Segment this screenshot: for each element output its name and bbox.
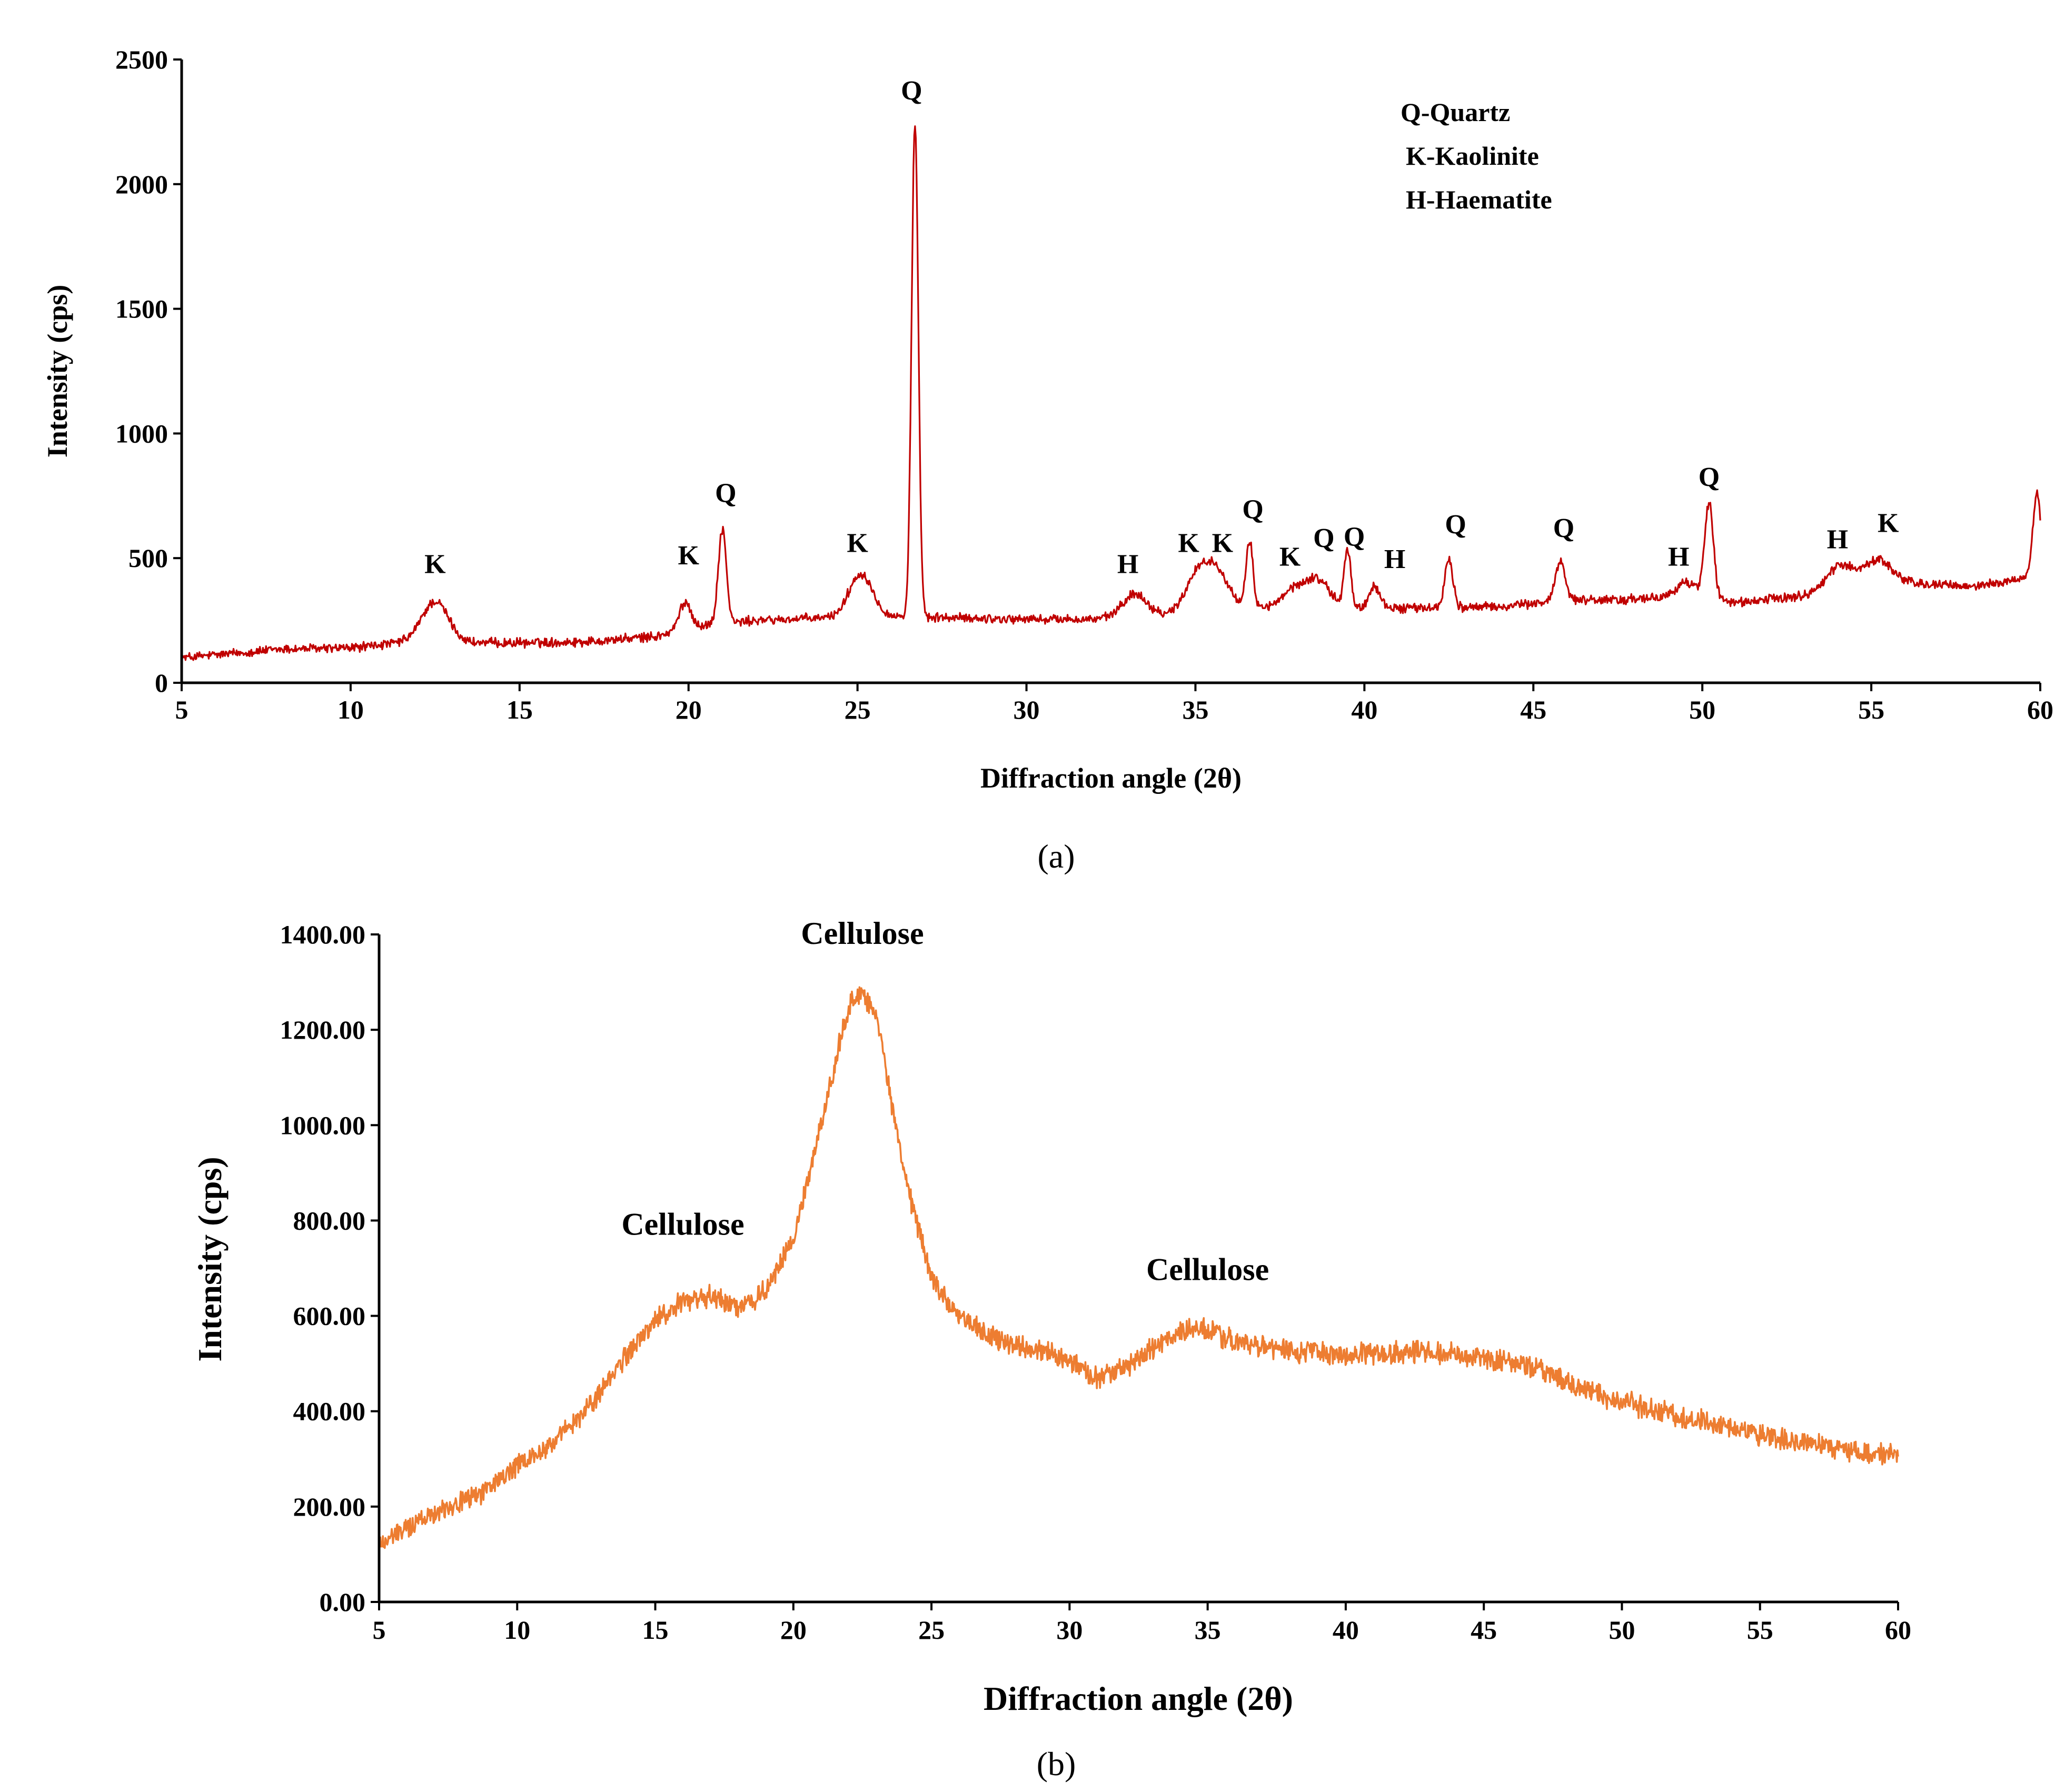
y-tick-label: 2000 [115, 170, 168, 199]
chart-panel-b: 5 10 15 20 25 30 35 40 45 50 55 60 0.00 200.00 400.00… [191, 916, 1911, 1783]
peak-annotation: Cellulose [1146, 1252, 1269, 1287]
peak-annotation: K [1279, 542, 1301, 572]
tick-marks-a [173, 58, 2041, 691]
y-tick-label: 400.00 [293, 1397, 366, 1426]
y-tick-labels-a: 0 500 1000 1500 2000 2500 [115, 45, 168, 698]
y-tick-label: 1200.00 [280, 1015, 366, 1044]
peak-annotation: Q [1242, 494, 1263, 524]
y-tick-label: 500 [128, 543, 168, 573]
x-tick-labels-a: 5 10 15 20 25 30 35 40 45 50 55 60 [175, 695, 2054, 724]
legend-entry-kaolinite: K-Kaolinite [1406, 141, 1539, 171]
x-tick-label: 5 [175, 695, 188, 724]
x-tick-label: 25 [845, 695, 871, 724]
tick-marks-b [371, 933, 1899, 1610]
x-tick-label: 10 [504, 1615, 530, 1645]
x-tick-label: 20 [676, 695, 702, 724]
peak-annotation: Q [715, 479, 736, 509]
panel-caption-b: (b) [1037, 1745, 1076, 1783]
chart-panel-a: 5 10 15 20 25 30 35 40 45 50 55 60 0 500 1000 1500 2000… [42, 45, 2053, 875]
peak-annotation: Q [1699, 462, 1720, 492]
x-axis-title-a: Diffraction angle (2θ) [980, 762, 1242, 794]
peak-annotation: K [847, 528, 868, 558]
peak-annotation: H [1117, 550, 1138, 580]
peak-annotation: H [1668, 542, 1689, 572]
x-tick-label: 15 [507, 695, 533, 724]
x-tick-label: 50 [1689, 695, 1715, 724]
xrd-series-line-a [181, 125, 2041, 664]
y-axis-title-a: Intensity (cps) [42, 285, 73, 458]
x-tick-label: 30 [1014, 695, 1040, 724]
x-tick-label: 10 [337, 695, 364, 724]
peak-annotation: H [1827, 524, 1848, 554]
peak-annotation: K [1878, 508, 1899, 538]
x-tick-labels-b: 5 10 15 20 25 30 35 40 45 50 55 60 [373, 1615, 1912, 1645]
x-tick-label: 30 [1056, 1615, 1083, 1645]
peak-annotation: Q [1344, 522, 1365, 552]
x-tick-label: 40 [1351, 695, 1377, 724]
x-tick-label: 20 [780, 1615, 807, 1645]
y-axis-title-b: Intensity (cps) [191, 1157, 229, 1361]
y-tick-label: 1400.00 [280, 920, 366, 949]
x-axis-title-b: Diffraction angle (2θ) [984, 1680, 1293, 1717]
legend-a: Q-Quartz K-Kaolinite H-Haematite [1401, 97, 1552, 214]
peak-annotation: Cellulose [621, 1207, 744, 1242]
peak-annotation: Q [1445, 510, 1466, 540]
peak-annotation: Q [1553, 513, 1574, 543]
peak-annotation: Q [901, 76, 922, 106]
peak-annotation: K [424, 550, 446, 580]
x-tick-label: 45 [1471, 1615, 1497, 1645]
x-tick-label: 25 [918, 1615, 945, 1645]
x-tick-label: 40 [1333, 1615, 1359, 1645]
y-tick-label: 1000.00 [280, 1110, 366, 1140]
peak-annotation: K [1178, 528, 1199, 558]
xrd-series-line-b [378, 986, 1899, 1549]
y-tick-label: 1000 [115, 419, 168, 448]
y-tick-label: 600.00 [293, 1301, 366, 1331]
y-tick-label: 0.00 [320, 1587, 366, 1617]
peak-annotation: K [1212, 528, 1234, 558]
peak-annotation: Cellulose [801, 916, 924, 951]
peak-annotation: Q [1313, 523, 1334, 553]
peak-annotation: K [678, 541, 700, 571]
y-tick-label: 1500 [115, 294, 168, 324]
peak-labels-b: Cellulose Cellulose Cellulose [621, 916, 1269, 1287]
y-tick-label: 800.00 [293, 1206, 366, 1235]
x-tick-label: 60 [2027, 695, 2053, 724]
y-tick-label: 2500 [115, 45, 168, 74]
x-tick-label: 55 [1858, 695, 1884, 724]
x-tick-label: 35 [1182, 695, 1208, 724]
x-tick-label: 45 [1520, 695, 1546, 724]
peak-annotation: H [1384, 544, 1405, 574]
y-tick-labels-b: 0.00 200.00 400.00 600.00 800.00 1000.00 1200.… [280, 920, 366, 1617]
panel-caption-a: (a) [1037, 838, 1075, 875]
x-tick-label: 35 [1195, 1615, 1221, 1645]
y-tick-label: 0 [155, 668, 168, 698]
x-tick-label: 5 [373, 1615, 386, 1645]
y-tick-label: 200.00 [293, 1492, 366, 1521]
x-tick-label: 55 [1747, 1615, 1773, 1645]
legend-entry-quartz: Q-Quartz [1401, 97, 1510, 127]
legend-entry-haematite: H-Haematite [1406, 185, 1552, 214]
x-tick-label: 15 [642, 1615, 669, 1645]
x-tick-label: 60 [1885, 1615, 1911, 1645]
x-tick-label: 50 [1609, 1615, 1635, 1645]
